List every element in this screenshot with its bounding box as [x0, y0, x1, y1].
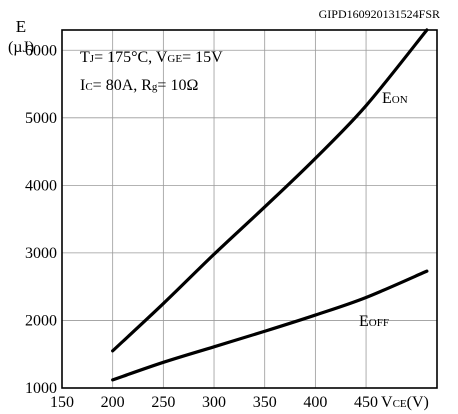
- eon-label-main: E: [382, 90, 392, 107]
- x-tick-label: 250: [151, 394, 175, 411]
- series-label-eoff: EOFF: [359, 313, 389, 330]
- condition-subscript: GE: [167, 53, 182, 65]
- eoff-label-subscript: OFF: [369, 317, 389, 329]
- x-tick-label: 300: [202, 394, 226, 411]
- x-tick-label: 150: [50, 394, 74, 411]
- x-tick-label: 350: [253, 394, 277, 411]
- series-label-eon: EON: [382, 90, 408, 107]
- condition-text: = 80A, R: [93, 77, 153, 94]
- y-tick-label: 4000: [25, 177, 57, 194]
- y-axis-unit-line2: (µJ): [8, 39, 34, 56]
- condition-text: = 175°C, V: [94, 49, 168, 66]
- eon-label-subscript: ON: [392, 94, 408, 106]
- condition-text: = 15V: [182, 49, 223, 66]
- x-axis-label-main: V: [381, 394, 393, 411]
- condition-subscript: C: [85, 81, 92, 93]
- eoff-label-main: E: [359, 313, 369, 330]
- x-tick-label: 400: [303, 394, 327, 411]
- y-tick-label: 3000: [25, 245, 57, 262]
- x-tick-labels: 150 200 250 300 350 400 450: [50, 394, 378, 411]
- x-tick-label: 200: [101, 394, 125, 411]
- x-axis-label: VCE(V): [381, 394, 429, 411]
- figure-id: GIPD160920131524FSR: [319, 7, 440, 21]
- x-axis-label-unit: (V): [407, 394, 429, 411]
- condition-text: T: [80, 49, 90, 66]
- test-conditions-line1: TJ= 175°C, VGE= 15V: [80, 49, 223, 66]
- condition-text: = 10Ω: [157, 77, 198, 94]
- y-tick-label: 5000: [25, 110, 57, 127]
- y-tick-label: 2000: [25, 312, 57, 329]
- x-tick-label: 450: [354, 394, 378, 411]
- test-conditions-line2: IC= 80A, Rg= 10Ω: [80, 77, 198, 94]
- y-axis-unit-line1: E: [16, 17, 26, 36]
- x-axis-label-subscript: CE: [393, 398, 407, 410]
